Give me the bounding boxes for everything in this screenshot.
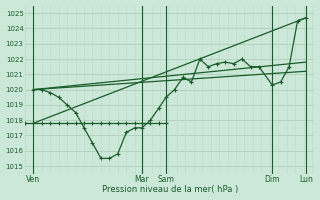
X-axis label: Pression niveau de la mer( hPa ): Pression niveau de la mer( hPa ) [101,185,238,194]
